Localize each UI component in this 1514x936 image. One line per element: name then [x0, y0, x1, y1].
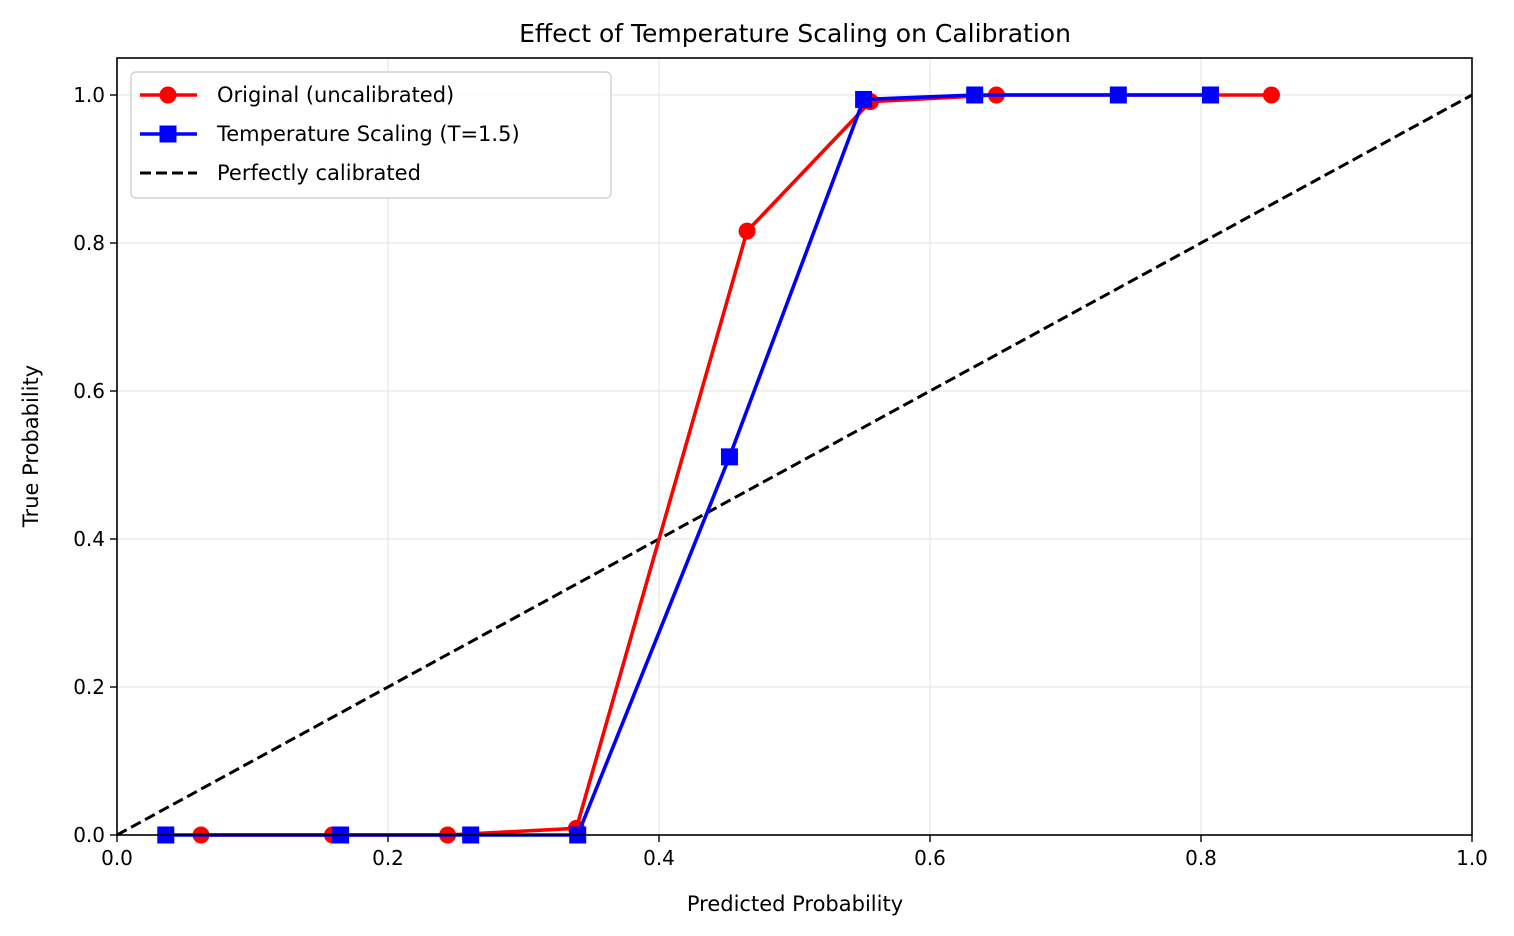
legend-item: Original (uncalibrated) [140, 83, 454, 107]
y-axis-ticks: 0.0 0.2 0.4 0.6 0.8 1.0 [73, 83, 117, 847]
chart-title: Effect of Temperature Scaling on Calibra… [519, 19, 1071, 48]
y-axis-label: True Probability [19, 365, 43, 528]
x-tick-label: 0.6 [914, 846, 946, 870]
x-tick-label: 0.0 [101, 846, 133, 870]
y-tick-label: 0.4 [73, 527, 105, 551]
data-point-square [1109, 86, 1127, 104]
legend-box [130, 71, 612, 199]
y-tick-label: 0.0 [73, 823, 105, 847]
legend-item: Perfectly calibrated [140, 161, 421, 185]
x-tick-label: 0.4 [643, 846, 675, 870]
y-tick-label: 1.0 [73, 83, 105, 107]
y-tick-label: 0.6 [73, 379, 105, 403]
diagonal-reference-line [116, 93, 1473, 837]
legend-item: Temperature Scaling (T=1.5) [140, 122, 520, 146]
legend-label: Original (uncalibrated) [217, 83, 454, 107]
x-axis-ticks: 0.0 0.2 0.4 0.6 0.8 1.0 [101, 835, 1488, 870]
x-tick-label: 1.0 [1456, 846, 1488, 870]
data-point-square [855, 90, 873, 108]
plot-frame [116, 57, 1473, 836]
legend-marker-square [159, 125, 177, 143]
x-tick-label: 0.2 [372, 846, 404, 870]
data-point-square [966, 86, 984, 104]
y-tick-label: 0.8 [73, 231, 105, 255]
series-1 [157, 86, 1219, 844]
legend: Original (uncalibrated) Temperature Scali… [130, 71, 612, 199]
x-tick-label: 0.8 [1185, 846, 1217, 870]
series-layer [116, 86, 1473, 844]
legend-marker-circle [159, 86, 177, 104]
data-point-circle [1262, 86, 1280, 104]
legend-label: Perfectly calibrated [217, 161, 421, 185]
x-axis-label: Predicted Probability [687, 892, 903, 916]
data-point-square [1201, 86, 1219, 104]
data-point-circle [738, 222, 756, 240]
legend-label: Temperature Scaling (T=1.5) [216, 122, 520, 146]
series-2 [116, 93, 1473, 837]
y-tick-label: 0.2 [73, 675, 105, 699]
data-point-square [720, 448, 738, 466]
